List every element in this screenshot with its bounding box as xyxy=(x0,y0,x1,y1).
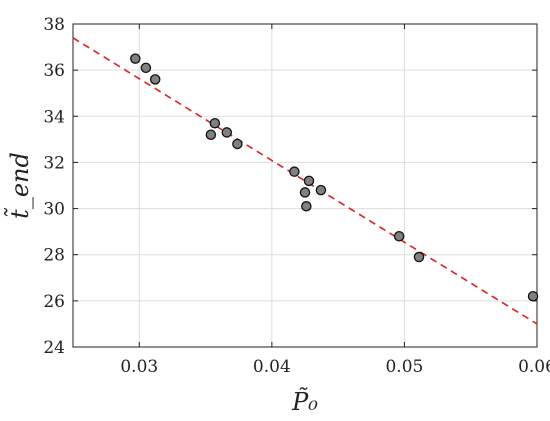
data-point xyxy=(413,251,425,263)
y-tick-label: 30 xyxy=(43,200,65,220)
y-tick-label: 28 xyxy=(43,246,65,266)
data-point xyxy=(232,138,243,150)
data-point xyxy=(140,62,152,74)
data-point xyxy=(393,231,405,242)
data-point xyxy=(315,184,327,196)
grid-lines xyxy=(73,23,538,348)
y-tick-label: 36 xyxy=(43,61,65,81)
y-tick-label: 24 xyxy=(43,338,65,358)
data-point xyxy=(149,74,161,85)
data-point xyxy=(130,53,141,64)
data-point xyxy=(303,175,315,187)
data-point xyxy=(205,129,217,140)
y-tick-label: 38 xyxy=(43,15,65,35)
data-point xyxy=(289,166,300,177)
x-tick-label: 0.04 xyxy=(253,357,291,377)
data-point xyxy=(527,290,539,302)
x-tick-label: 0.06 xyxy=(518,357,550,377)
data-point xyxy=(301,201,312,212)
y-tick-label: 32 xyxy=(43,153,65,173)
plot-frame xyxy=(72,23,538,348)
series-layer xyxy=(72,37,539,325)
data-point xyxy=(221,127,233,138)
y-tick-label: 34 xyxy=(43,107,65,127)
fit-line xyxy=(72,37,538,325)
x-axis-ticks: 0.03 0.04 0.05 0.06 xyxy=(120,24,550,377)
y-tick-label: 26 xyxy=(43,292,65,312)
x-axis-label: P̃₀ xyxy=(291,388,318,416)
x-tick-label: 0.05 xyxy=(385,357,423,377)
x-tick-label: 0.03 xyxy=(120,357,158,377)
y-axis-label: t̃_end xyxy=(3,152,34,219)
y-axis-ticks: 24 26 28 30 32 34 36 38 xyxy=(43,15,537,358)
data-point xyxy=(209,117,221,129)
data-point xyxy=(299,187,311,198)
